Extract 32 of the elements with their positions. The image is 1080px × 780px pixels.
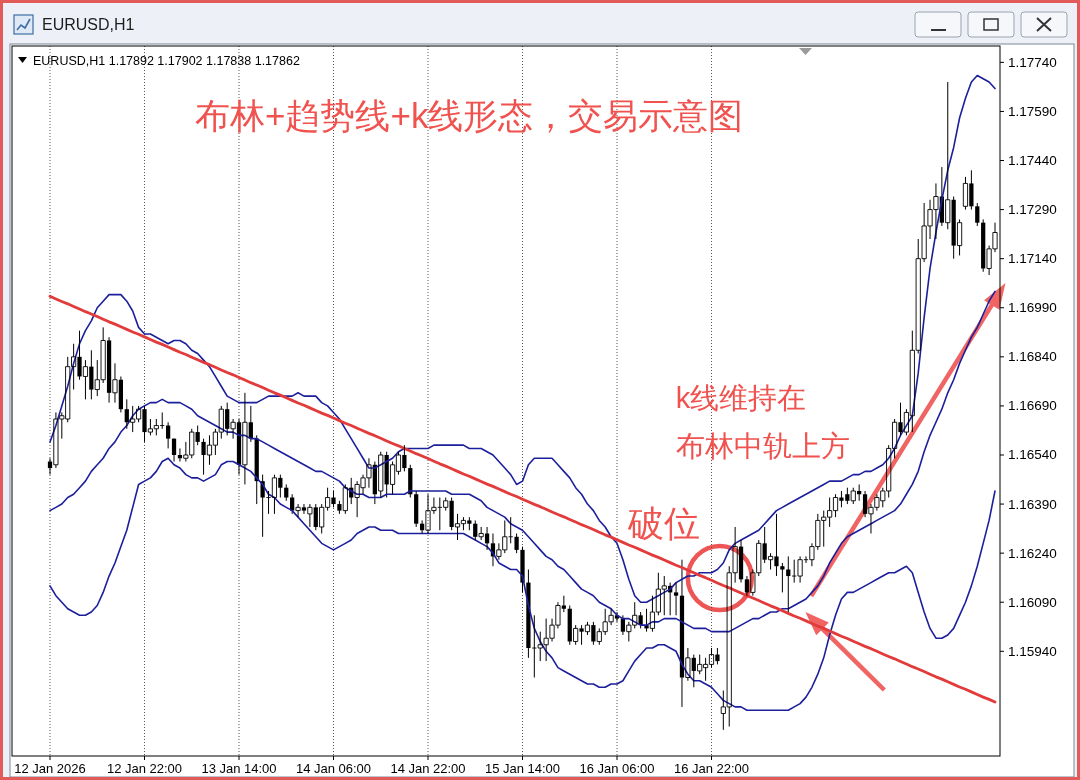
x-tick-label: 14 Jan 22:00 xyxy=(390,761,466,776)
y-tick-label: 1.16090 xyxy=(1008,594,1057,610)
y-tick-label: 1.17140 xyxy=(1008,251,1057,267)
candlestick xyxy=(975,202,980,227)
y-tick-label: 1.17440 xyxy=(1008,153,1057,169)
y-tick-label: 1.16240 xyxy=(1008,545,1057,561)
text: 布林+趋势线+k线形态，交易示意图 xyxy=(195,96,744,135)
x-tick-label: 15 Jan 14:00 xyxy=(484,761,561,776)
candlestick xyxy=(673,582,679,616)
x-tick-label: 16 Jan 06:00 xyxy=(579,761,655,776)
text: EURUSD,H1 xyxy=(42,16,135,33)
x-tick-label: 13 Jan 14:00 xyxy=(201,761,277,776)
y-tick-label: 1.16390 xyxy=(1008,496,1057,512)
candlestick xyxy=(514,533,519,554)
y-tick-label: 1.16540 xyxy=(1008,447,1057,463)
y-tick-label: 1.17740 xyxy=(1008,54,1057,70)
y-tick-label: 1.16990 xyxy=(1008,300,1057,316)
x-tick-label: 12 Jan 2026 xyxy=(14,761,86,776)
candlestick xyxy=(166,421,171,449)
x-tick-label: 12 Jan 22:00 xyxy=(106,761,183,776)
annotation: EURUSD,H1 1.17892 1.17902 1.17838 1.17862 xyxy=(33,54,300,68)
y-tick-label: 1.16690 xyxy=(1008,398,1057,414)
x-tick-label: 16 Jan 22:00 xyxy=(673,761,750,776)
y-tick-label: 1.16840 xyxy=(1008,349,1057,365)
annotation: 破位 xyxy=(626,503,700,544)
annotation: 布林中轨上方 xyxy=(675,430,850,462)
y-tick-label: 1.17590 xyxy=(1008,103,1057,119)
y-tick-label: 1.17290 xyxy=(1008,202,1057,218)
annotation: k线维持在 xyxy=(675,382,807,414)
y-tick-label: 1.15940 xyxy=(1008,643,1057,659)
candlestick xyxy=(780,562,785,593)
x-tick-label: 14 Jan 06:00 xyxy=(295,761,372,776)
